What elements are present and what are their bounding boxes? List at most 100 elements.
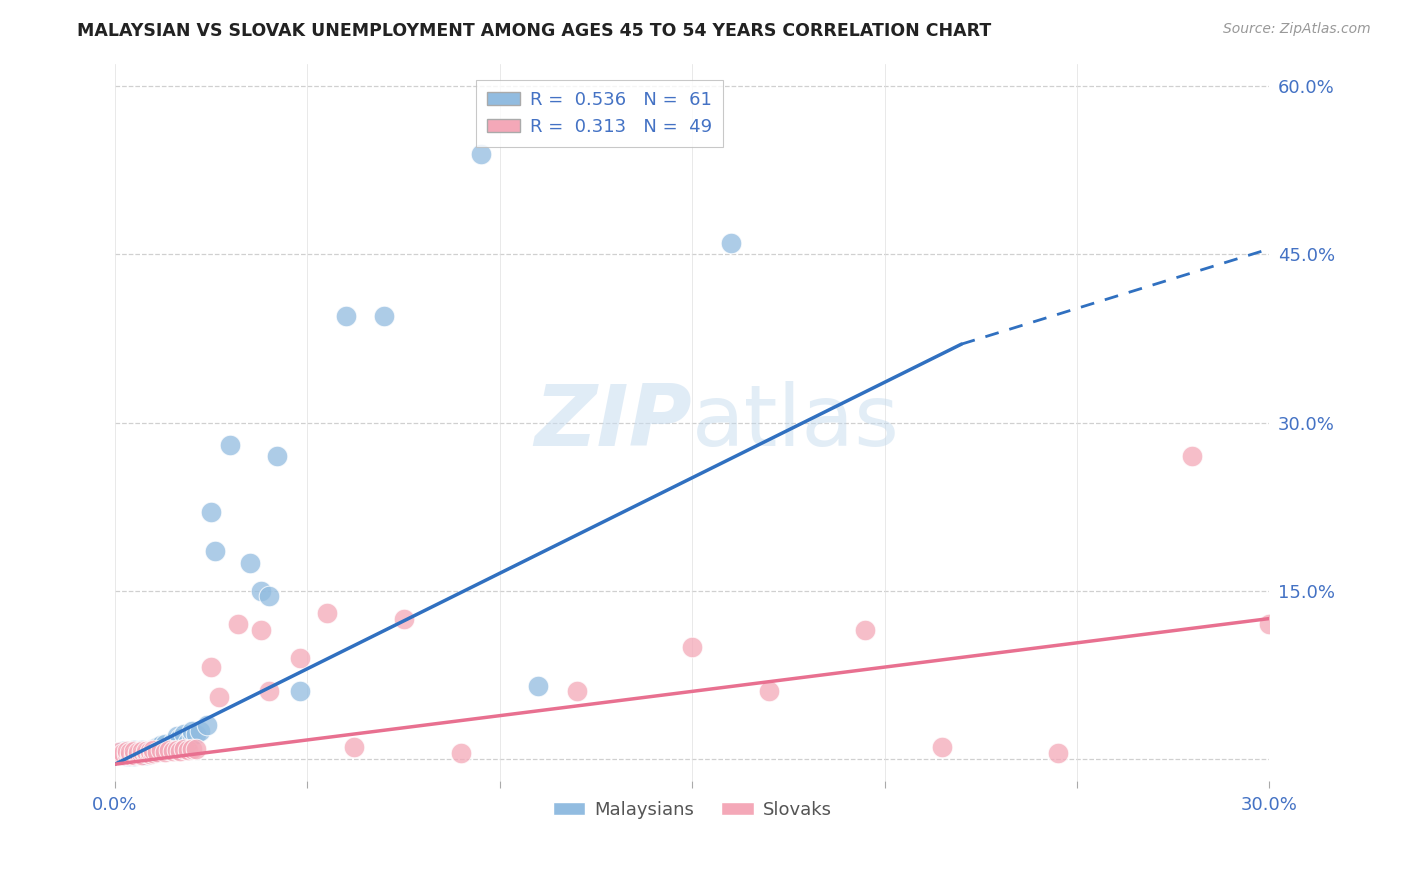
- Point: [177, 742, 200, 756]
- Point: [173, 741, 195, 756]
- Text: MALAYSIAN VS SLOVAK UNEMPLOYMENT AMONG AGES 45 TO 54 YEARS CORRELATION CHART: MALAYSIAN VS SLOVAK UNEMPLOYMENT AMONG A…: [77, 22, 991, 40]
- Point: [257, 684, 280, 698]
- Point: [931, 740, 953, 755]
- Point: [315, 606, 337, 620]
- Point: [188, 723, 211, 738]
- Legend: Malaysians, Slovaks: Malaysians, Slovaks: [546, 793, 839, 826]
- Point: [288, 684, 311, 698]
- Point: [1046, 746, 1069, 760]
- Point: [470, 146, 492, 161]
- Point: [135, 748, 157, 763]
- Point: [204, 544, 226, 558]
- Point: [758, 684, 780, 698]
- Point: [111, 748, 134, 763]
- Point: [135, 744, 157, 758]
- Point: [153, 737, 176, 751]
- Point: [219, 438, 242, 452]
- Point: [115, 747, 138, 761]
- Point: [115, 747, 138, 761]
- Point: [184, 741, 207, 756]
- Point: [138, 744, 160, 758]
- Point: [177, 735, 200, 749]
- Point: [127, 748, 149, 763]
- Point: [208, 690, 231, 704]
- Point: [288, 650, 311, 665]
- Point: [120, 749, 142, 764]
- Point: [250, 623, 273, 637]
- Point: [120, 747, 142, 761]
- Point: [108, 748, 131, 763]
- Point: [181, 723, 204, 738]
- Point: [150, 738, 173, 752]
- Point: [131, 742, 153, 756]
- Point: [115, 749, 138, 764]
- Point: [169, 744, 191, 758]
- Point: [142, 746, 165, 760]
- Point: [162, 735, 184, 749]
- Point: [565, 684, 588, 698]
- Point: [146, 745, 169, 759]
- Point: [122, 748, 145, 763]
- Point: [111, 746, 134, 760]
- Point: [392, 611, 415, 625]
- Point: [138, 745, 160, 759]
- Point: [122, 742, 145, 756]
- Point: [181, 729, 204, 743]
- Point: [111, 744, 134, 758]
- Point: [250, 583, 273, 598]
- Point: [131, 748, 153, 763]
- Point: [135, 744, 157, 758]
- Point: [146, 745, 169, 759]
- Point: [111, 748, 134, 763]
- Point: [157, 742, 180, 756]
- Point: [195, 718, 218, 732]
- Point: [142, 746, 165, 760]
- Point: [162, 744, 184, 758]
- Point: [120, 744, 142, 758]
- Point: [120, 748, 142, 763]
- Point: [108, 748, 131, 763]
- Point: [131, 748, 153, 763]
- Point: [127, 745, 149, 759]
- Point: [166, 742, 188, 756]
- Point: [150, 744, 173, 758]
- Text: atlas: atlas: [692, 381, 900, 464]
- Point: [108, 745, 131, 759]
- Text: ZIP: ZIP: [534, 381, 692, 464]
- Point: [138, 747, 160, 761]
- Point: [122, 747, 145, 761]
- Point: [135, 746, 157, 760]
- Point: [111, 746, 134, 760]
- Point: [173, 727, 195, 741]
- Point: [153, 745, 176, 759]
- Point: [166, 729, 188, 743]
- Point: [138, 747, 160, 761]
- Point: [335, 309, 357, 323]
- Point: [373, 309, 395, 323]
- Point: [122, 745, 145, 759]
- Point: [115, 744, 138, 758]
- Point: [120, 745, 142, 759]
- Point: [122, 749, 145, 764]
- Point: [1181, 449, 1204, 463]
- Point: [157, 740, 180, 755]
- Point: [153, 742, 176, 756]
- Point: [200, 659, 222, 673]
- Point: [266, 449, 288, 463]
- Point: [166, 739, 188, 754]
- Text: Source: ZipAtlas.com: Source: ZipAtlas.com: [1223, 22, 1371, 37]
- Point: [239, 556, 262, 570]
- Point: [681, 640, 703, 654]
- Point: [131, 746, 153, 760]
- Point: [169, 731, 191, 746]
- Point: [122, 744, 145, 758]
- Point: [127, 744, 149, 758]
- Point: [184, 727, 207, 741]
- Point: [450, 746, 472, 760]
- Point: [1258, 617, 1281, 632]
- Point: [527, 679, 550, 693]
- Point: [720, 236, 742, 251]
- Point: [173, 741, 195, 756]
- Point: [131, 744, 153, 758]
- Point: [108, 745, 131, 759]
